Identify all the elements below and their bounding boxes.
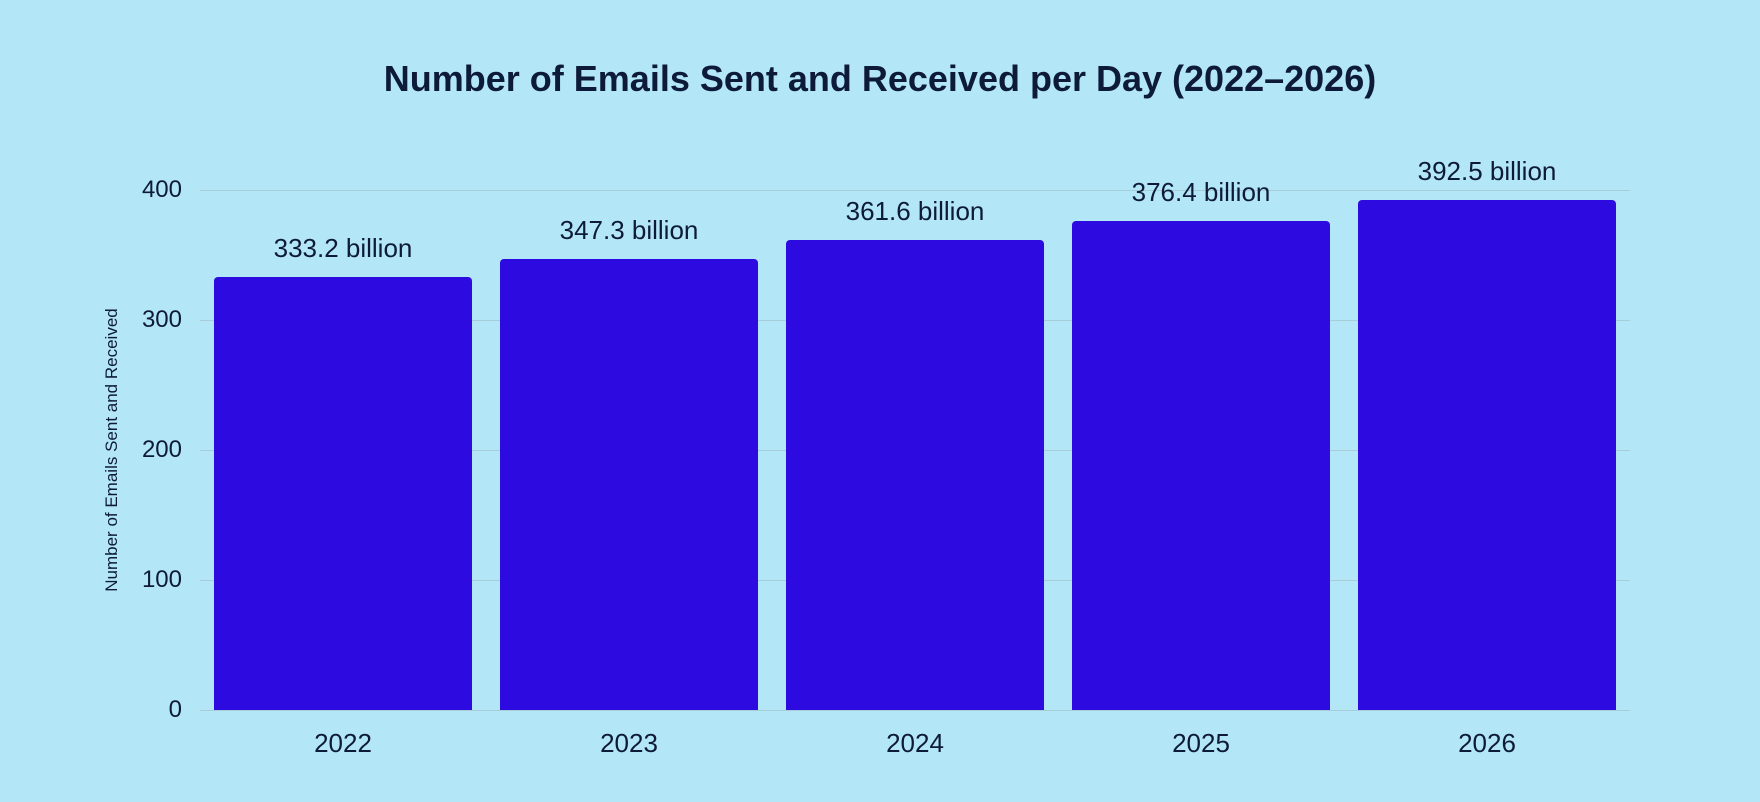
x-tick-label: 2026 (1458, 728, 1516, 759)
y-tick-label: 400 (102, 176, 182, 204)
bar (500, 259, 757, 710)
bar (786, 240, 1043, 710)
y-tick-label: 300 (102, 306, 182, 334)
plot-area: 0100200300400333.2 billion2022347.3 bill… (200, 190, 1630, 710)
gridline (200, 190, 1630, 191)
chart-title: Number of Emails Sent and Received per D… (0, 58, 1760, 100)
x-tick-label: 2022 (314, 728, 372, 759)
y-tick-label: 200 (102, 436, 182, 464)
bar-value-label: 361.6 billion (846, 196, 985, 227)
bar (1072, 221, 1329, 710)
gridline (200, 710, 1630, 711)
x-tick-label: 2024 (886, 728, 944, 759)
bar-value-label: 376.4 billion (1132, 177, 1271, 208)
bar (214, 277, 471, 710)
bar-value-label: 333.2 billion (274, 233, 413, 264)
y-tick-label: 0 (102, 696, 182, 724)
bar-value-label: 347.3 billion (560, 215, 699, 246)
bar (1358, 200, 1615, 710)
bar-value-label: 392.5 billion (1418, 156, 1557, 187)
x-tick-label: 2025 (1172, 728, 1230, 759)
x-tick-label: 2023 (600, 728, 658, 759)
y-tick-label: 100 (102, 566, 182, 594)
emails-bar-chart: Number of Emails Sent and Received per D… (0, 0, 1760, 802)
